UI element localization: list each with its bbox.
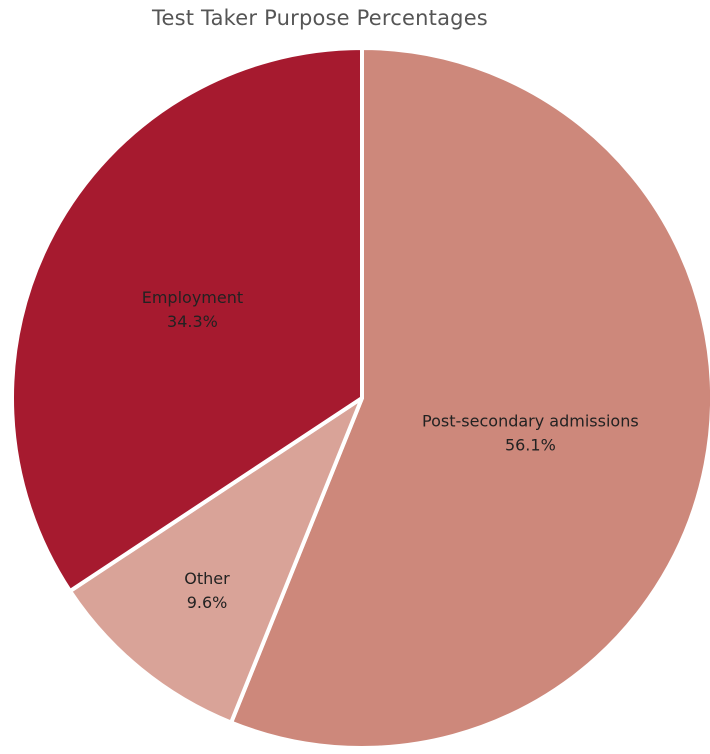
slice-label-other: Other	[184, 569, 230, 588]
pie-slice-other	[68, 396, 364, 725]
slice-value-employment: 34.3%	[167, 312, 218, 331]
pie-slice-employment	[10, 46, 364, 594]
chart-title: Test Taker Purpose Percentages	[152, 6, 488, 30]
pie-slices	[10, 46, 710, 750]
slice-label-employment: Employment	[142, 288, 243, 307]
slice-value-other: 9.6%	[187, 593, 228, 612]
slice-value-post-secondary-admissions: 56.1%	[505, 436, 556, 455]
slice-label-post-secondary-admissions: Post-secondary admissions	[422, 412, 639, 431]
pie-slice-post-secondary-admissions	[229, 46, 710, 750]
pie-labels: Post-secondary admissions 56.1% Other 9.6% E…	[142, 288, 639, 612]
